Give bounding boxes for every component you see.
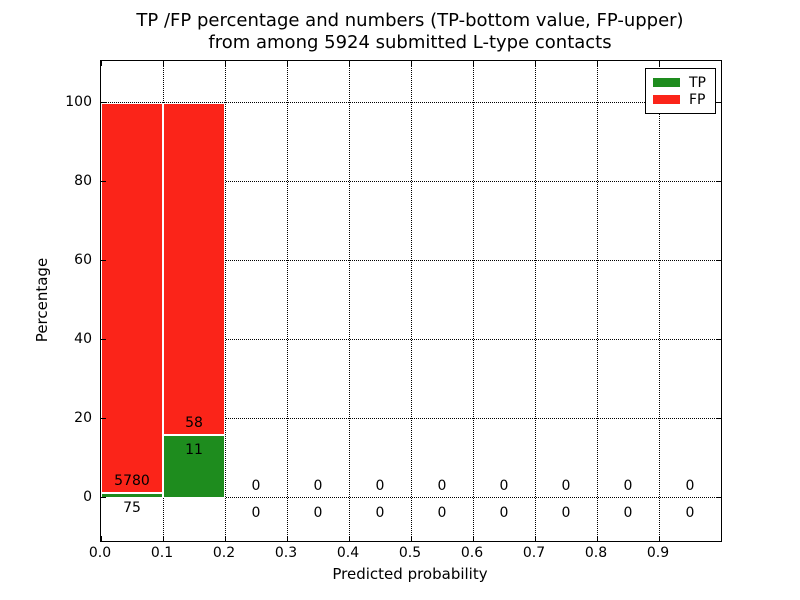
tick-x-bottom-0.8 xyxy=(596,536,598,541)
xtick-label-0.2: 0.2 xyxy=(212,545,236,561)
chart-title-line1: TP /FP percentage and numbers (TP-bottom… xyxy=(136,10,684,31)
tick-x-top-0.2 xyxy=(224,61,226,66)
tick-y-left-20 xyxy=(101,418,106,420)
legend-item-tp: TP xyxy=(653,74,706,91)
fp-count-label-bin-6: 0 xyxy=(499,477,509,494)
fp-count-label-bin-1: 58 xyxy=(185,414,203,431)
xtick-label-0.9: 0.9 xyxy=(646,545,670,561)
xtick-label-0.7: 0.7 xyxy=(522,545,546,561)
tick-x-top-0.6 xyxy=(472,61,474,66)
tick-y-left-100 xyxy=(101,102,106,104)
tick-x-top-0.9 xyxy=(658,61,660,66)
xtick-label-0.3: 0.3 xyxy=(274,545,298,561)
tick-x-bottom-0.4 xyxy=(348,536,350,541)
tick-y-right-20 xyxy=(716,418,721,420)
fp-count-label-bin-9: 0 xyxy=(685,477,695,494)
tick-y-left-60 xyxy=(101,260,106,262)
tick-y-left-80 xyxy=(101,181,106,183)
chart-title: TP /FP percentage and numbers (TP-bottom… xyxy=(100,10,720,54)
tp-count-label-bin-7: 0 xyxy=(561,505,571,522)
tick-x-bottom-0.2 xyxy=(224,536,226,541)
bar-tp-bin-1 xyxy=(163,434,225,498)
fp-count-label-bin-5: 0 xyxy=(437,477,447,494)
tick-x-bottom-0.0 xyxy=(100,536,102,541)
gridline-x-0.6 xyxy=(472,61,474,541)
fp-count-label-bin-4: 0 xyxy=(375,477,385,494)
legend-swatch-fp xyxy=(653,95,680,104)
fp-count-label-bin-2: 0 xyxy=(251,477,261,494)
tick-x-bottom-0.6 xyxy=(472,536,474,541)
tick-x-top-0.0 xyxy=(100,61,102,66)
ytick-label-20: 20 xyxy=(74,409,92,426)
tick-y-left-0 xyxy=(101,497,106,499)
ytick-label-0: 0 xyxy=(83,488,92,505)
tick-x-top-0.4 xyxy=(348,61,350,66)
tp-count-label-bin-8: 0 xyxy=(623,505,633,522)
xtick-label-0.1: 0.1 xyxy=(150,545,174,561)
xtick-label-0.6: 0.6 xyxy=(460,545,484,561)
tick-y-left-40 xyxy=(101,339,106,341)
ytick-label-100: 100 xyxy=(65,93,92,110)
x-axis-label: Predicted probability xyxy=(332,565,488,583)
gridline-x-0.5 xyxy=(410,61,412,541)
xtick-label-0.5: 0.5 xyxy=(398,545,422,561)
legend: TP FP xyxy=(645,68,716,114)
xtick-label-0.8: 0.8 xyxy=(584,545,608,561)
ytick-label-60: 60 xyxy=(74,251,92,268)
xtick-label-0.4: 0.4 xyxy=(336,545,360,561)
fp-count-label-bin-7: 0 xyxy=(561,477,571,494)
legend-label-tp: TP xyxy=(689,74,706,91)
legend-label-fp: FP xyxy=(689,91,706,108)
gridline-x-0.9 xyxy=(658,61,660,541)
bar-fp-bin-1 xyxy=(163,102,225,435)
tick-x-top-0.3 xyxy=(286,61,288,66)
fp-count-label-bin-3: 0 xyxy=(313,477,323,494)
ytick-label-40: 40 xyxy=(74,330,92,347)
gridline-x-0.3 xyxy=(286,61,288,541)
gridline-x-0.4 xyxy=(348,61,350,541)
tick-x-top-0.1 xyxy=(162,61,164,66)
tick-y-right-80 xyxy=(716,181,721,183)
tick-y-right-0 xyxy=(716,497,721,499)
gridline-x-0.2 xyxy=(224,61,226,541)
tp-count-label-bin-6: 0 xyxy=(499,505,509,522)
tick-x-bottom-0.1 xyxy=(162,536,164,541)
gridline-x-0.7 xyxy=(534,61,536,541)
gridline-x-0.8 xyxy=(596,61,598,541)
tick-x-top-0.5 xyxy=(410,61,412,66)
tick-y-right-40 xyxy=(716,339,721,341)
tp-count-label-bin-9: 0 xyxy=(685,505,695,522)
fp-count-label-bin-0: 5780 xyxy=(114,472,150,489)
ytick-label-80: 80 xyxy=(74,172,92,189)
tp-count-label-bin-2: 0 xyxy=(251,505,261,522)
fp-count-label-bin-8: 0 xyxy=(623,477,633,494)
tick-y-right-100 xyxy=(716,102,721,104)
tick-x-bottom-0.9 xyxy=(658,536,660,541)
tick-x-top-0.8 xyxy=(596,61,598,66)
y-axis-label: Percentage xyxy=(33,257,51,343)
tick-x-bottom-0.5 xyxy=(410,536,412,541)
chart-title-line2: from among 5924 submitted L-type contact… xyxy=(208,32,612,53)
xtick-label-0.0: 0.0 xyxy=(88,545,112,561)
tp-count-label-bin-5: 0 xyxy=(437,505,447,522)
bar-fp-bin-0 xyxy=(101,102,163,493)
tick-x-bottom-0.7 xyxy=(534,536,536,541)
tick-y-right-60 xyxy=(716,260,721,262)
tick-x-bottom-0.3 xyxy=(286,536,288,541)
legend-swatch-tp xyxy=(653,78,680,87)
tp-count-label-bin-3: 0 xyxy=(313,505,323,522)
tick-x-top-0.7 xyxy=(534,61,536,66)
plot-area: 5780 75 58 11 0 0 0 0 0 0 0 0 0 0 0 0 0 0 0 0 xyxy=(100,60,722,542)
bar-tp-bin-0 xyxy=(101,492,163,498)
tp-count-label-bin-1: 11 xyxy=(185,442,203,459)
legend-item-fp: FP xyxy=(653,91,706,108)
tp-count-label-bin-0: 75 xyxy=(123,500,141,517)
tp-count-label-bin-4: 0 xyxy=(375,505,385,522)
